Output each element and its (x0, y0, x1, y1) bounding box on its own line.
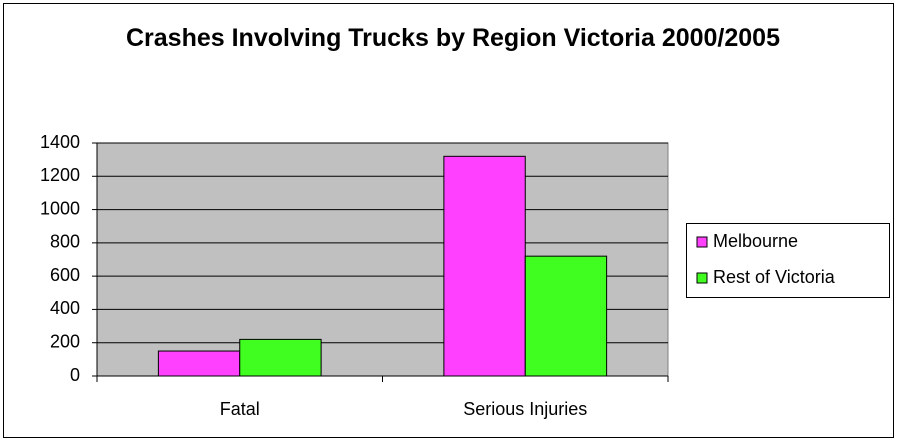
y-tick-label: 400 (50, 298, 80, 318)
bar (443, 155, 526, 377)
legend-swatch (696, 236, 708, 248)
y-tick-label: 1000 (40, 198, 80, 218)
bar (524, 255, 608, 377)
legend-label: Melbourne (713, 231, 798, 251)
y-tick-label: 1400 (40, 132, 80, 152)
legend-swatch (696, 272, 708, 284)
bar (239, 338, 322, 377)
x-tick-label: Fatal (220, 399, 260, 419)
y-tick-label: 800 (50, 232, 80, 252)
bar (157, 350, 241, 377)
legend-label: Rest of Victoria (713, 267, 836, 287)
y-tick-label: 1200 (40, 165, 80, 185)
y-tick-label: 0 (70, 365, 80, 385)
y-tick-label: 200 (50, 331, 80, 351)
chart-title: Crashes Involving Trucks by Region Victo… (126, 24, 780, 52)
x-tick-label: Serious Injuries (463, 399, 587, 419)
y-tick-label: 600 (50, 265, 80, 285)
legend-box (686, 223, 890, 298)
